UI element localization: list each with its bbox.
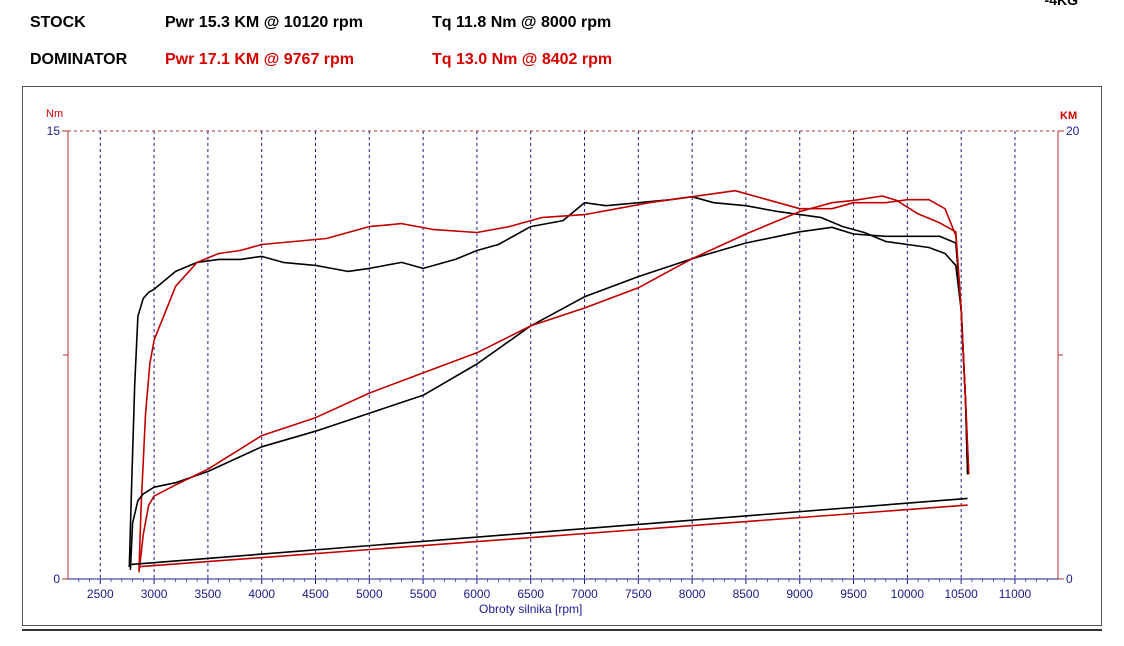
x-tick-label: 5000 <box>356 587 383 601</box>
axes <box>62 130 1064 584</box>
x-tick-label: 10000 <box>891 587 925 601</box>
y-right-unit-label: KM <box>1060 110 1077 122</box>
x-tick-label: 7000 <box>571 587 598 601</box>
x-tick-label: 8500 <box>733 587 760 601</box>
dominator-torque-Nm-line <box>138 189 970 571</box>
x-tick-label: 7500 <box>625 587 652 601</box>
grid-lines <box>68 130 1058 579</box>
x-tick-label: 3500 <box>195 587 222 601</box>
x-tick-label: 8000 <box>679 587 706 601</box>
stock-power-KM-line <box>129 226 969 571</box>
x-tick-label: 4500 <box>302 587 329 601</box>
stock-label: STOCK <box>30 14 86 31</box>
y-right-tick-label: 0 <box>1066 572 1073 586</box>
dominator-label: DOMINATOR <box>30 51 128 68</box>
y-left-tick-label: 15 <box>47 124 61 138</box>
corner-label: -4KG <box>1044 0 1078 8</box>
axis-labels: 2500 3000 3500 4000 4500 5000 5500 6000 6500 7000… <box>46 108 1080 616</box>
x-tick-label: 4000 <box>248 587 275 601</box>
y-right-tick-label: 20 <box>1066 124 1080 138</box>
x-tick-label: 5500 <box>410 587 437 601</box>
dominator-torque-summary: Tq 13.0 Nm @ 8402 rpm <box>432 51 613 68</box>
x-tick-label: 2500 <box>87 587 114 601</box>
chart-frame <box>22 86 1102 626</box>
x-axis-title: Obroty silnika [rpm] <box>479 602 582 616</box>
stock-torque-Nm-line <box>128 195 969 568</box>
dominator-loss-line-line <box>138 504 968 568</box>
x-tick-label: 3000 <box>141 587 168 601</box>
stock-torque-summary: Tq 11.8 Nm @ 8000 rpm <box>432 14 612 31</box>
dominator-power-summary: Pwr 17.1 KM @ 9767 rpm <box>165 51 355 68</box>
x-tick-label: 11000 <box>999 587 1032 601</box>
y-left-tick-label: 0 <box>53 572 60 586</box>
x-tick-label: 6000 <box>464 587 491 601</box>
y-left-unit-label: Nm <box>46 108 63 120</box>
x-tick-label: 9000 <box>786 587 813 601</box>
x-tick-label: 9500 <box>840 587 867 601</box>
stock-loss-line-line <box>131 497 968 566</box>
x-tick-label: 6500 <box>517 587 544 601</box>
x-tick-label: 10500 <box>944 587 978 601</box>
stock-power-summary: Pwr 15.3 KM @ 10120 rpm <box>165 14 363 31</box>
bottom-rule <box>22 629 1102 631</box>
series-lines <box>128 189 970 573</box>
dominator-power-KM-line <box>138 195 970 573</box>
